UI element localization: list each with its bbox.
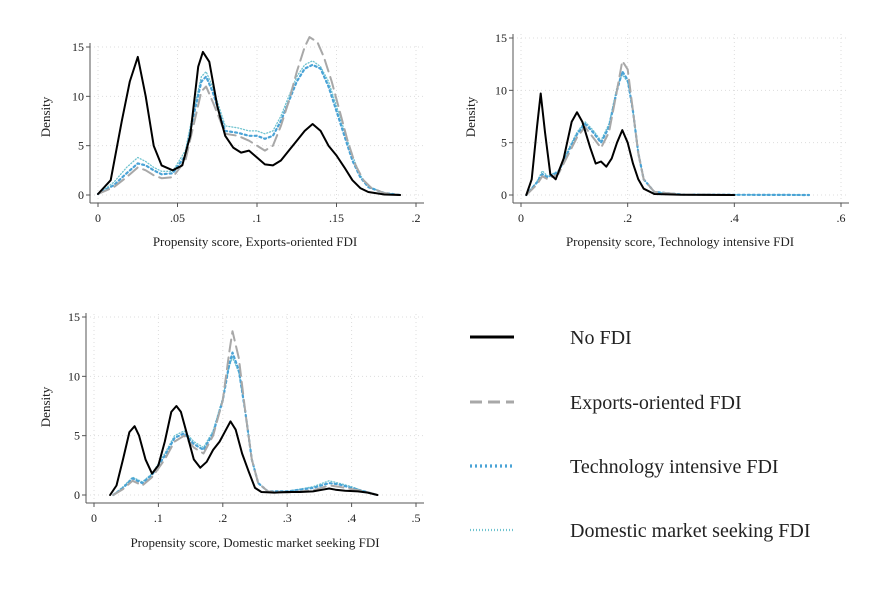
x-tick-label: .2 <box>623 211 632 225</box>
y-tick-label: 5 <box>78 139 84 153</box>
y-axis-label: Density <box>463 96 478 137</box>
y-axis-label: Density <box>38 96 53 137</box>
y-tick-label: 15 <box>495 31 507 45</box>
series-line-technology-intensive-fdi <box>96 63 402 197</box>
panel-exports-oriented: Density Propensity score, Exports-orient… <box>38 36 424 249</box>
y-tick-label: 0 <box>78 188 84 202</box>
series-line-exports-oriented-fdi <box>112 330 379 496</box>
series-line-no-fdi <box>97 50 402 196</box>
x-tick-label: .4 <box>730 211 739 225</box>
y-tick-label: 0 <box>74 488 80 502</box>
x-tick-label: 0 <box>91 511 97 525</box>
x-tick-label: .2 <box>218 511 227 525</box>
x-tick-label: 0 <box>95 211 101 225</box>
series-line-exports-oriented-fdi <box>525 60 736 196</box>
legend-label-technology-intensive-fdi: Technology intensive FDI <box>570 456 779 478</box>
y-tick-label: 0 <box>501 188 507 202</box>
y-tick-label: 10 <box>72 89 84 103</box>
x-tick-label: 0 <box>518 211 524 225</box>
x-axis-label: Propensity score, Exports-oriented FDI <box>153 234 357 249</box>
series-line-domestic-market-seeking-fdi <box>97 60 401 196</box>
series-line-no-fdi <box>109 405 379 496</box>
series-line-no-fdi <box>525 92 736 196</box>
y-axis-label: Density <box>38 386 53 427</box>
y-tick-label: 10 <box>495 83 507 97</box>
x-tick-label: .4 <box>347 511 356 525</box>
x-axis-label: Propensity score, Technology intensive F… <box>566 234 794 249</box>
series-line-exports-oriented-fdi <box>97 36 402 196</box>
legend-label-no-fdi: No FDI <box>570 327 632 349</box>
panel-technology-intensive: Density Propensity score, Technology int… <box>463 31 849 249</box>
y-tick-label: 15 <box>68 310 80 324</box>
legend: No FDI Exports-oriented FDI Technology int… <box>470 327 811 542</box>
legend-label-domestic-market-seeking-fdi: Domestic market seeking FDI <box>570 520 811 542</box>
x-tick-label: .5 <box>412 511 421 525</box>
x-tick-label: .6 <box>837 211 846 225</box>
y-tick-label: 10 <box>68 369 80 383</box>
x-tick-label: .05 <box>170 211 185 225</box>
x-tick-label: .2 <box>412 211 421 225</box>
x-tick-label: .1 <box>154 511 163 525</box>
legend-label-exports-oriented-fdi: Exports-oriented FDI <box>570 392 742 414</box>
x-axis-label: Propensity score, Domestic market seekin… <box>130 535 379 550</box>
x-tick-label: .15 <box>329 211 344 225</box>
y-tick-label: 15 <box>72 40 84 54</box>
x-tick-label: .1 <box>253 211 262 225</box>
x-tick-label: .3 <box>283 511 292 525</box>
y-tick-label: 5 <box>501 136 507 150</box>
panel-domestic-market-seeking: Density Propensity score, Domestic marke… <box>38 310 424 550</box>
y-tick-label: 5 <box>74 429 80 443</box>
